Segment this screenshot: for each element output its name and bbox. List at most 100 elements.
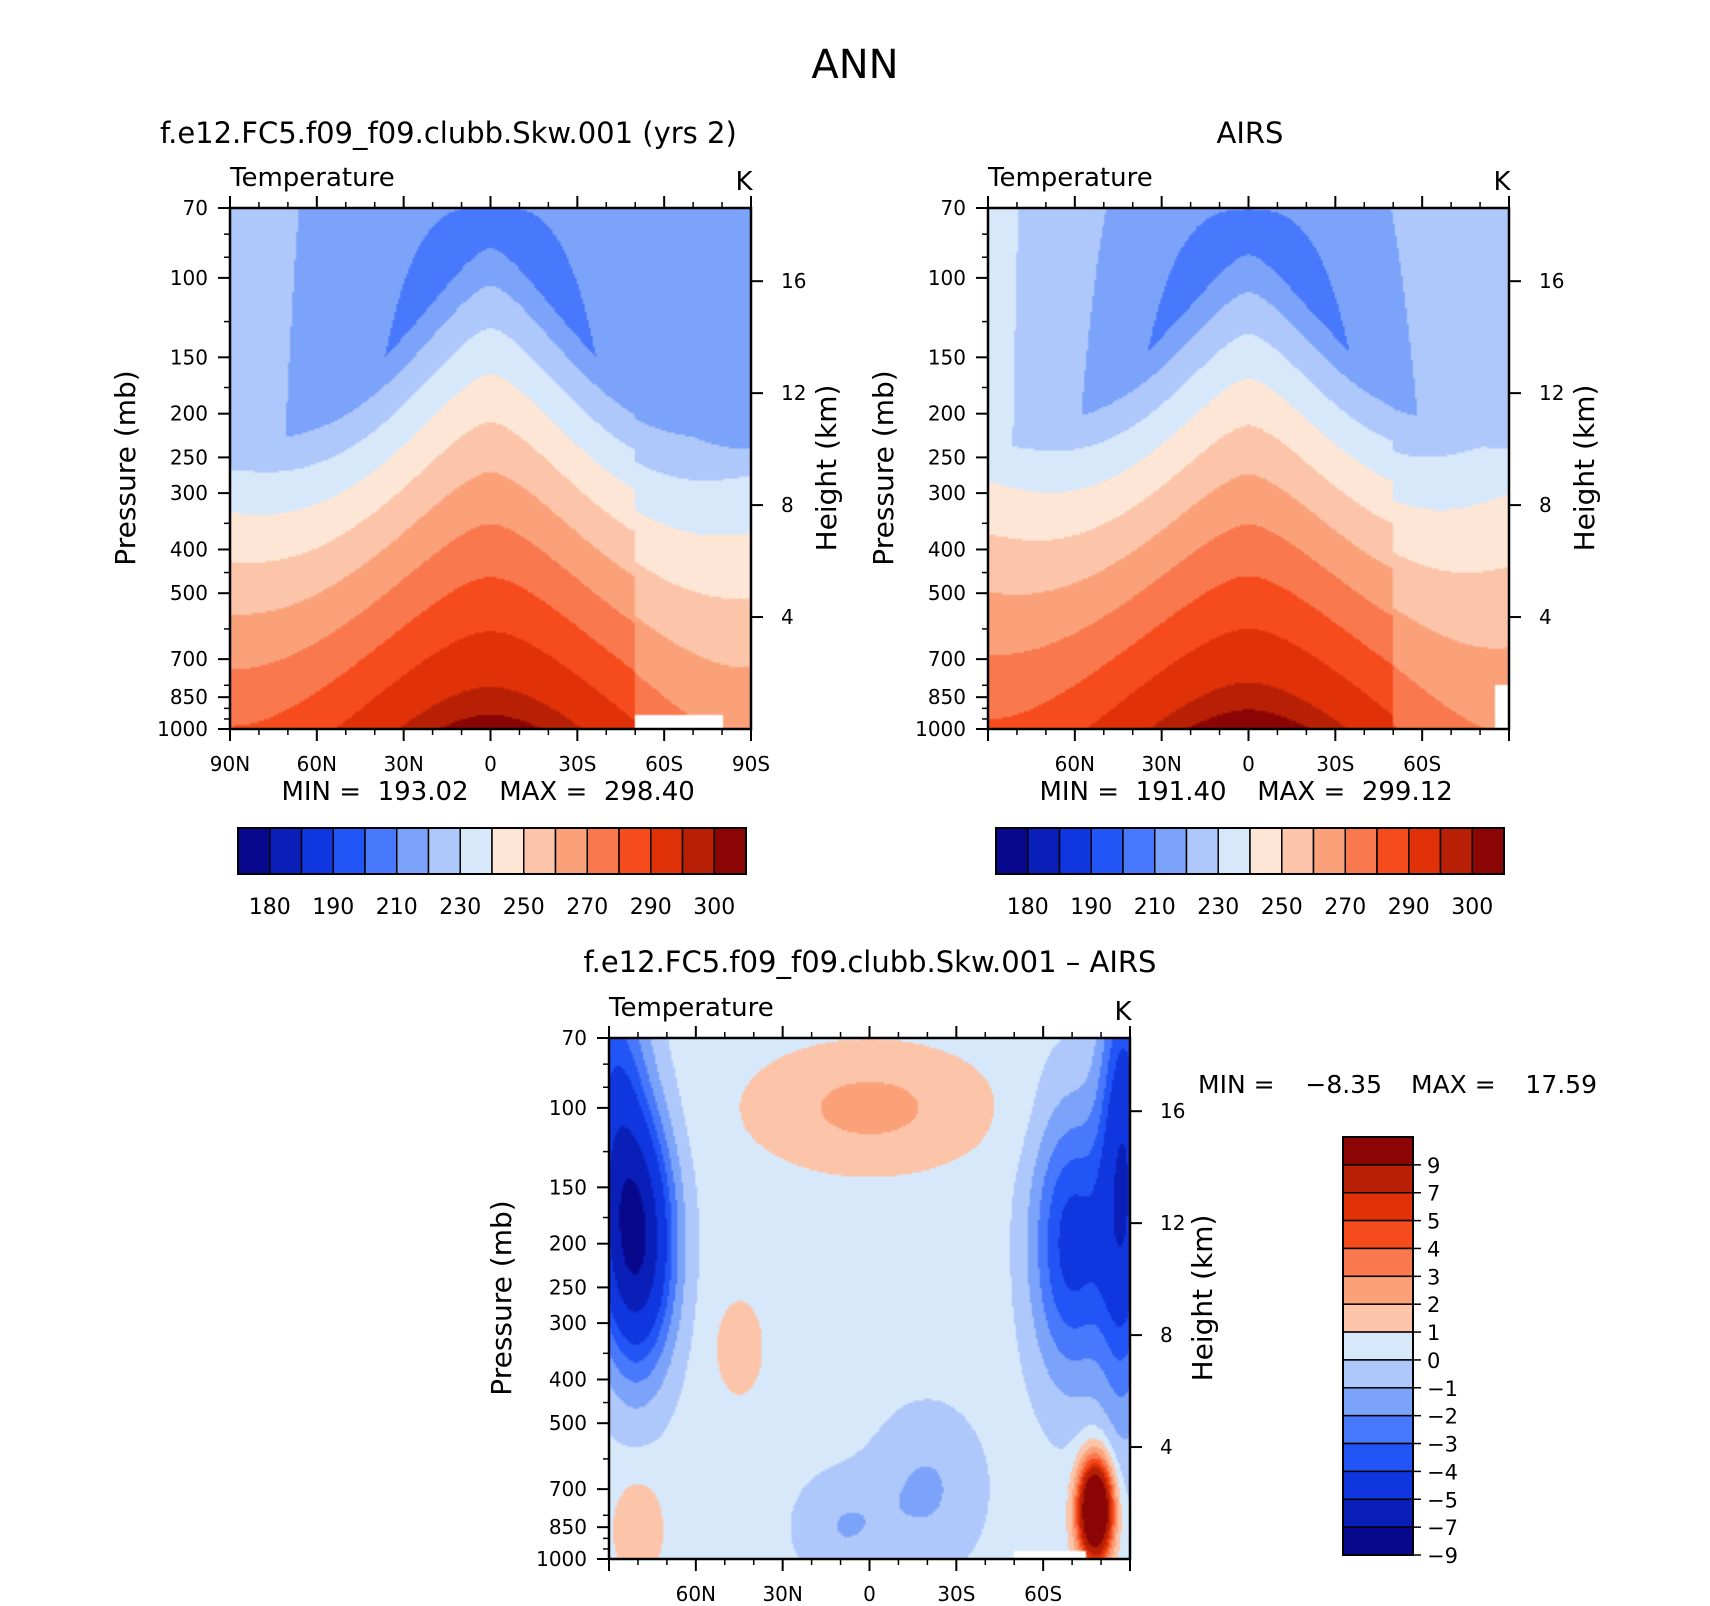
colorbar-label: 230 — [1197, 895, 1239, 920]
colorbar-label: −1 — [1427, 1377, 1458, 1401]
colorbar-label: 4 — [1427, 1237, 1440, 1261]
colorbar: 9 7 5 4 3 2 1 0 −1 −2 −3 −4 −5 −7 −9 — [1342, 1136, 1458, 1568]
y-tick-label: 850 — [549, 1515, 587, 1539]
y-tick-label: 300 — [170, 481, 208, 505]
x-tick-label: 0 — [484, 752, 497, 776]
colorbar-box — [1439, 827, 1473, 875]
colorbar-label: 290 — [1388, 895, 1430, 920]
colorbar-box — [427, 827, 461, 875]
x-tick-label: 30S — [937, 1582, 975, 1606]
units-label: K — [1114, 997, 1132, 1027]
x-tick-label: 0 — [863, 1582, 876, 1606]
y-tick-label: 1000 — [536, 1547, 587, 1571]
colorbar-box — [1342, 1136, 1414, 1166]
axes: 70 100 150 200 250 300 400 500 700 850 1000 4 8 12 16 6… — [536, 1026, 1185, 1606]
panel-title: f.e12.FC5.f09_f09.clubb.Skw.001 – AIRS — [584, 945, 1157, 979]
panel-diff: f.e12.FC5.f09_f09.clubb.Skw.001 – AIRS T… — [485, 945, 1597, 1606]
colorbar: 180 190 210 230 250 270 290 300 — [995, 827, 1505, 920]
variable-label: Temperature — [229, 163, 395, 193]
variable-label: Temperature — [987, 163, 1153, 193]
y-tick-label: 1000 — [915, 717, 966, 741]
colorbar-label: 300 — [693, 895, 735, 920]
colorbar-label: 250 — [1261, 895, 1303, 920]
axes: 70 100 150 200 250 300 400 500 700 850 1000 4 8 12 16 9… — [157, 196, 806, 776]
max-label: MAX = 299.12 — [1257, 777, 1453, 807]
y-tick-label: 300 — [549, 1311, 587, 1335]
y-tick-label: 500 — [170, 581, 208, 605]
y2-tick-label: 4 — [1160, 1435, 1173, 1459]
colorbar-label: 9 — [1427, 1154, 1440, 1178]
x-tick-label: 90S — [732, 752, 770, 776]
y-tick-label: 1000 — [157, 717, 208, 741]
y-tick-label: 700 — [549, 1477, 587, 1501]
x-tick-label: 30N — [1141, 752, 1181, 776]
min-label: MIN = 191.40 — [1039, 777, 1226, 807]
colorbar-box — [554, 827, 588, 875]
y-tick-label: 100 — [170, 266, 208, 290]
figure-title: ANN — [811, 42, 898, 88]
y2-tick-label: 4 — [1539, 605, 1552, 629]
max-label: MAX = — [1411, 1070, 1496, 1099]
colorbar-label: 190 — [1070, 895, 1112, 920]
colorbar-box — [681, 827, 715, 875]
colorbar-label: 270 — [1324, 895, 1366, 920]
y-tick-label: 400 — [549, 1367, 587, 1391]
y-tick-label: 400 — [928, 537, 966, 561]
colorbar-label: 0 — [1427, 1349, 1440, 1373]
colorbar-box — [523, 827, 557, 875]
max-value: 17.59 — [1525, 1070, 1597, 1099]
x-tick-label: 30N — [762, 1582, 802, 1606]
colorbar-box — [1342, 1164, 1414, 1194]
colorbar-label: 180 — [1007, 895, 1049, 920]
y2-tick-label: 16 — [1160, 1099, 1185, 1123]
y-tick-label: 100 — [928, 266, 966, 290]
colorbar-box — [1344, 827, 1378, 875]
contour-field — [988, 208, 1509, 729]
colorbar-label: 5 — [1427, 1210, 1440, 1234]
colorbar-box — [1408, 827, 1442, 875]
colorbar-box — [995, 827, 1029, 875]
y-tick-label: 70 — [183, 196, 208, 220]
panel-model: f.e12.FC5.f09_f09.clubb.Skw.001 (yrs 2) … — [109, 116, 843, 920]
y-tick-label: 300 — [928, 481, 966, 505]
y2-tick-label: 16 — [1539, 269, 1564, 293]
x-tick-label: 60N — [297, 752, 337, 776]
colorbar-label: 230 — [439, 895, 481, 920]
y-tick-label: 700 — [928, 647, 966, 671]
colorbar-label: −5 — [1427, 1488, 1458, 1512]
colorbar: 180 190 210 230 250 270 290 300 — [237, 827, 747, 920]
colorbar-frame — [1342, 1136, 1414, 1556]
colorbar-box — [1342, 1359, 1414, 1389]
units-label: K — [1493, 167, 1511, 197]
colorbar-label: 290 — [630, 895, 672, 920]
colorbar-box — [1471, 827, 1505, 875]
x-tick-label: 90N — [210, 752, 250, 776]
y2-axis-label: Height (km) — [810, 385, 843, 552]
colorbar-label: −7 — [1427, 1516, 1458, 1540]
y2-tick-label: 16 — [781, 269, 806, 293]
colorbar-label: 1 — [1427, 1321, 1440, 1345]
min-value: −8.35 — [1305, 1070, 1382, 1099]
colorbar-label: −3 — [1427, 1433, 1458, 1457]
colorbar-label: −4 — [1427, 1460, 1458, 1484]
colorbar-box — [1281, 827, 1315, 875]
colorbar-frame — [995, 827, 1505, 875]
x-tick-label: 60N — [1055, 752, 1095, 776]
x-tick-label: 30S — [1316, 752, 1354, 776]
y-tick-label: 150 — [928, 345, 966, 369]
y2-tick-label: 8 — [781, 493, 794, 517]
colorbar-box — [364, 827, 398, 875]
y-tick-label: 150 — [170, 345, 208, 369]
x-tick-label: 0 — [1242, 752, 1255, 776]
y2-axis-label: Height (km) — [1186, 1215, 1219, 1382]
x-tick-label: 60N — [676, 1582, 716, 1606]
y-tick-label: 250 — [928, 445, 966, 469]
x-tick-label: 60S — [1403, 752, 1441, 776]
colorbar-box — [1154, 827, 1188, 875]
colorbar-box — [491, 827, 525, 875]
colorbar-box — [396, 827, 430, 875]
colorbar-box — [1342, 1414, 1414, 1445]
colorbar-box — [1249, 827, 1283, 875]
colorbar-label: 270 — [566, 895, 608, 920]
